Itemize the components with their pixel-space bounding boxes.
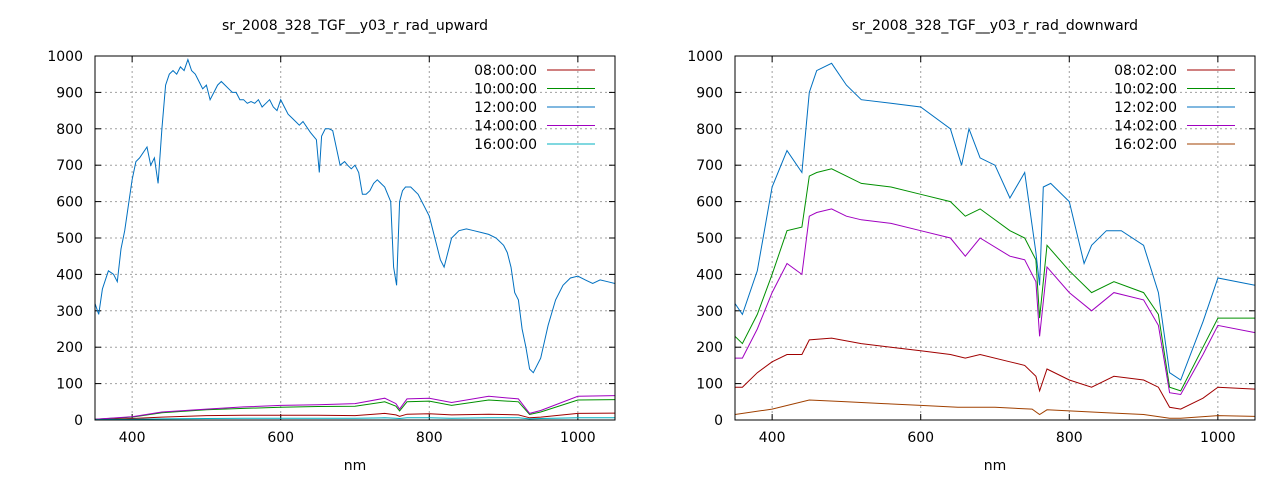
chart2-legend-label: 16:02:00 (1114, 137, 1177, 153)
chart2-legend-label: 12:02:00 (1114, 100, 1177, 116)
chart2-ytick-label: 200 (696, 340, 723, 356)
chart2-legend-label: 10:02:00 (1114, 82, 1177, 98)
chart2-ytick-label: 0 (714, 413, 723, 429)
chart1-plot-frame (94, 55, 616, 421)
chart2-series-3-line (735, 62, 1255, 381)
chart1-xlabel: nm (344, 458, 367, 474)
chart2-ytick-label: 1000 (687, 49, 723, 65)
chart1-title: sr_2008_328_TGF__y03_r_rad_upward (222, 18, 488, 34)
chart1-ytick-label: 800 (56, 122, 83, 138)
chart1-series-4-line (95, 395, 615, 420)
chart1-series-3-line (95, 58, 615, 374)
chart1-legend-label: 14:00:00 (474, 119, 537, 135)
chart1-ytick-label: 200 (56, 340, 83, 356)
chart1-ytick-label: 1000 (47, 49, 83, 65)
chart2-ytick-label: 900 (696, 85, 723, 101)
chart2-xlabel: nm (984, 458, 1007, 474)
chart2-series-2-line (735, 168, 1255, 392)
chart2-ytick-label: 100 (696, 377, 723, 393)
chart1: sr_2008_328_TGF__y03_r_rad_upward 0 100 200… (47, 18, 616, 474)
chart1-xtick-label: 1000 (560, 430, 596, 446)
chart1-ytick-label: 600 (56, 195, 83, 211)
chart1-xtick-label: 600 (267, 430, 294, 446)
chart1-legend-label: 12:00:00 (474, 100, 537, 116)
chart2-series-4-line (735, 208, 1255, 396)
chart1-ytick-label: 100 (56, 377, 83, 393)
chart2: sr_2008_328_TGF__y03_r_rad_downward 0 100 2… (687, 18, 1256, 474)
chart1-legend-label: 10:00:00 (474, 82, 537, 98)
chart2-legend-label: 08:02:00 (1114, 63, 1177, 79)
chart2-ytick-label: 300 (696, 304, 723, 320)
chart1-series-5-line (95, 417, 615, 420)
chart1-ytick-label: 500 (56, 231, 83, 247)
chart2-ytick-label: 800 (696, 122, 723, 138)
chart1-xtick-label: 400 (119, 430, 146, 446)
chart1-ytick-label: 300 (56, 304, 83, 320)
chart2-xtick-label: 600 (907, 430, 934, 446)
chart1-legend-label: 16:00:00 (474, 137, 537, 153)
chart2-plot-frame (734, 55, 1256, 421)
chart1-ytick-label: 900 (56, 85, 83, 101)
chart1-series-2-line (95, 399, 615, 420)
chart2-xtick-label: 400 (759, 430, 786, 446)
chart2-xtick-label: 1000 (1200, 430, 1236, 446)
chart2-series-5-line (735, 399, 1255, 419)
chart1-series-1-line (95, 412, 615, 420)
chart2-series-1-line (735, 337, 1255, 410)
chart2-ytick-label: 700 (696, 158, 723, 174)
chart2-title: sr_2008_328_TGF__y03_r_rad_downward (852, 18, 1138, 34)
chart2-xtick-label: 800 (1056, 430, 1083, 446)
chart2-ytick-label: 600 (696, 195, 723, 211)
chart2-ytick-label: 500 (696, 231, 723, 247)
chart1-legend-label: 08:00:00 (474, 63, 537, 79)
chart1-ytick-label: 700 (56, 158, 83, 174)
chart2-ytick-label: 400 (696, 267, 723, 283)
chart1-xtick-label: 800 (416, 430, 443, 446)
chart1-ytick-label: 0 (74, 413, 83, 429)
chart2-legend-label: 14:02:00 (1114, 119, 1177, 135)
chart1-ytick-label: 400 (56, 267, 83, 283)
